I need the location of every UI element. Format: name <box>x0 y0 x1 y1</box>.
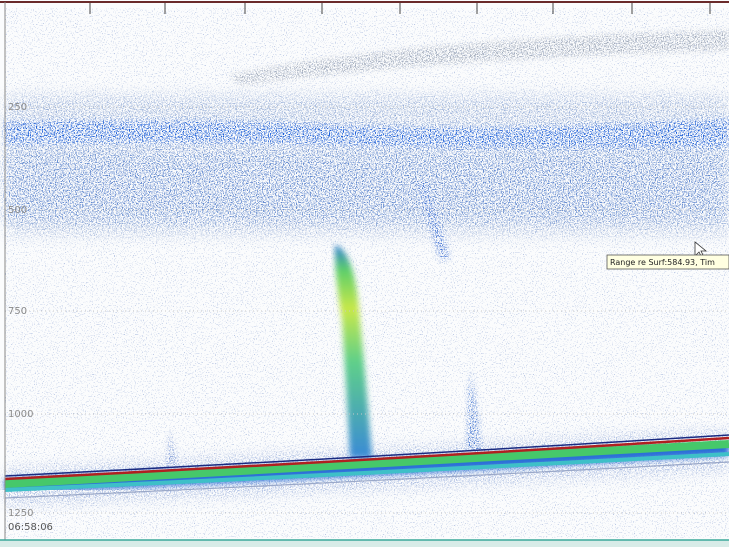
depth-label: 1000 <box>8 409 33 420</box>
tooltip-text: Range re Surf:584.93, Tim <box>610 258 715 267</box>
echogram-window: 250 500 750 1000 1250 06:58:06 Range re … <box>0 0 729 547</box>
depth-label: 750 <box>8 306 27 317</box>
depth-label: 1250 <box>8 508 33 519</box>
depth-label: 500 <box>8 205 27 216</box>
depth-label: 250 <box>8 102 27 113</box>
status-strip <box>0 540 729 547</box>
time-label: 06:58:06 <box>8 522 53 533</box>
